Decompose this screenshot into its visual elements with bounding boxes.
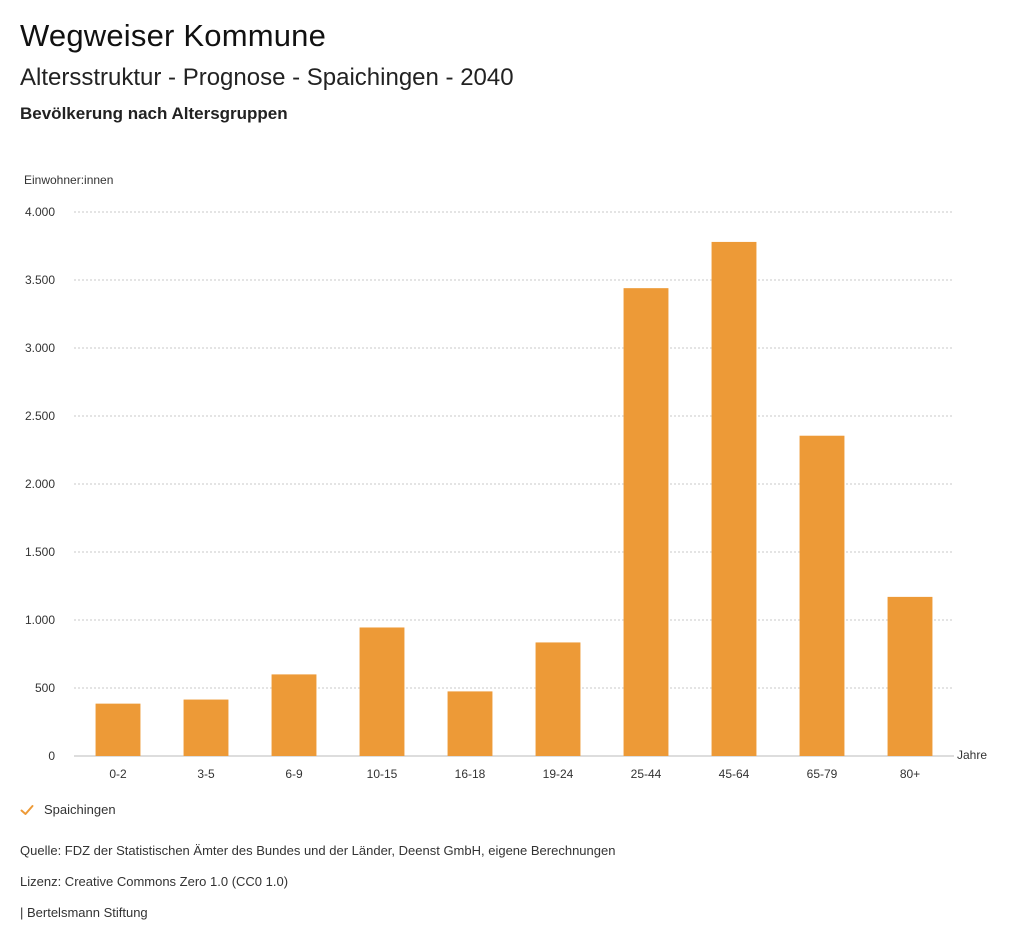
license-note: Lizenz: Creative Commons Zero 1.0 (CC0 1… <box>20 874 289 889</box>
legend-item-spaichingen[interactable]: Spaichingen <box>20 802 116 817</box>
bar-0-2[interactable] <box>95 703 141 756</box>
bar-19-24[interactable] <box>535 642 581 756</box>
bar-chart: Einwohner:innen Jahre 0 500 1.000 1.500 2.00… <box>24 173 987 781</box>
page-title: Wegweiser Kommune <box>20 18 327 53</box>
x-axis-label: Jahre <box>957 748 987 762</box>
bar-16-18[interactable] <box>447 691 493 756</box>
y-tick-label: 1.000 <box>25 613 55 627</box>
chart-subsubtitle: Bevölkerung nach Altersgruppen <box>20 104 288 123</box>
y-axis-label: Einwohner:innen <box>24 173 113 187</box>
y-tick-label: 500 <box>35 681 55 695</box>
publisher-note: | Bertelsmann Stiftung <box>20 905 148 920</box>
y-tick-label: 1.500 <box>25 545 55 559</box>
y-tick-label: 2.500 <box>25 409 55 423</box>
chart-subtitle: Altersstruktur - Prognose - Spaichingen … <box>20 64 514 91</box>
y-tick-label: 3.000 <box>25 341 55 355</box>
x-tick-label: 16-18 <box>455 767 486 781</box>
bar-6-9[interactable] <box>271 674 317 756</box>
x-tick-label: 65-79 <box>807 767 838 781</box>
bar-3-5[interactable] <box>183 699 229 756</box>
x-tick-label: 6-9 <box>285 767 303 781</box>
x-tick-label: 19-24 <box>543 767 574 781</box>
bar-25-44[interactable] <box>623 288 669 756</box>
check-icon <box>20 804 34 815</box>
source-note: Quelle: FDZ der Statistischen Ämter des … <box>20 843 616 858</box>
legend-label: Spaichingen <box>44 802 116 817</box>
y-tick-label: 0 <box>48 749 55 763</box>
y-tick-label: 3.500 <box>25 273 55 287</box>
y-tick-label: 2.000 <box>25 477 55 491</box>
x-tick-label: 25-44 <box>631 767 662 781</box>
bar-10-15[interactable] <box>359 627 405 756</box>
bar-45-64[interactable] <box>711 241 757 757</box>
x-tick-label: 3-5 <box>197 767 215 781</box>
x-tick-label: 0-2 <box>109 767 127 781</box>
x-tick-label: 10-15 <box>367 767 398 781</box>
x-tick-label: 80+ <box>900 767 920 781</box>
bar-80+[interactable] <box>887 596 933 756</box>
y-tick-label: 4.000 <box>25 205 55 219</box>
bar-65-79[interactable] <box>799 435 845 756</box>
x-tick-label: 45-64 <box>719 767 750 781</box>
